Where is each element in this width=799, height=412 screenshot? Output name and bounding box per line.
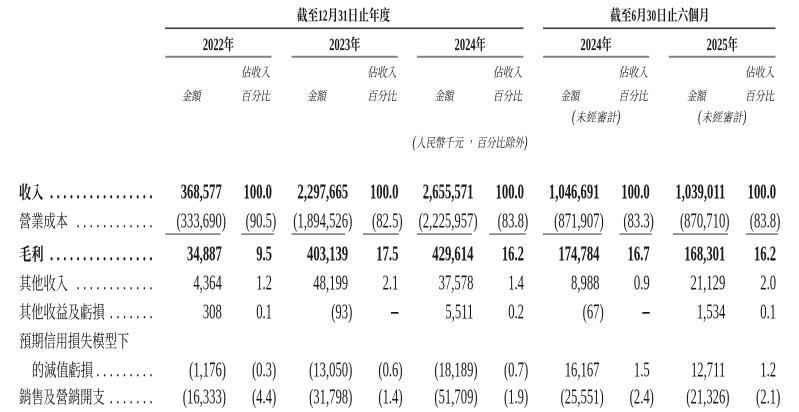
svg-text:1.2: 1.2 [256,272,272,295]
svg-text:16.2: 16.2 [502,242,524,265]
svg-text:(2.1): (2.1) [756,385,780,408]
svg-text:(0.3): (0.3) [252,358,276,381]
svg-text:(83.8): (83.8) [750,209,781,232]
svg-text:16.7: 16.7 [628,242,650,265]
svg-text:(0.7): (0.7) [504,358,528,381]
svg-text:............: ............ [77,272,157,295]
svg-text:1,039,011: 1,039,011 [675,181,725,204]
svg-text:48,199: 48,199 [313,272,348,295]
svg-text:8,988: 8,988 [571,272,599,295]
svg-text:21,129: 21,129 [691,272,726,295]
svg-text:................: ................ [50,242,156,265]
svg-text:2.0: 2.0 [760,272,776,295]
svg-text:100.0: 100.0 [370,181,398,204]
svg-text:(67): (67) [583,300,604,323]
svg-text:100.0: 100.0 [621,181,649,204]
svg-text:34,887: 34,887 [187,242,222,265]
svg-text:(1,176): (1,176) [189,358,226,381]
svg-text:(83.3): (83.3) [623,209,654,232]
svg-text:(31,798): (31,798) [309,385,352,408]
svg-text:(0.6): (0.6) [378,358,402,381]
svg-text:(4.4): (4.4) [252,385,276,408]
svg-text:174,784: 174,784 [558,242,599,265]
svg-text:(25,551): (25,551) [560,385,603,408]
svg-text:(93): (93) [331,300,352,323]
svg-text:0.9: 0.9 [634,272,650,295]
svg-text:100.0: 100.0 [496,181,524,204]
svg-text:.........: ......... [96,358,156,381]
svg-text:(2,225,957): (2,225,957) [419,209,478,232]
svg-text:17.5: 17.5 [376,242,398,265]
svg-text:(13,050): (13,050) [309,358,352,381]
svg-text:.......: ....... [110,300,156,323]
svg-text:368,577: 368,577 [181,181,222,204]
svg-text:1.2: 1.2 [760,358,776,381]
svg-text:(2.4): (2.4) [630,385,654,408]
svg-text:.......: ....... [110,385,156,408]
svg-text:(333,690): (333,690) [176,209,226,232]
svg-text:(870,710): (870,710) [680,209,730,232]
svg-text:(1.4): (1.4) [378,385,402,408]
svg-text:12,711: 12,711 [691,358,725,381]
svg-text:1,534: 1,534 [697,300,726,323]
svg-text:429,614: 429,614 [432,242,473,265]
svg-text:............: ............ [77,209,157,232]
svg-text:16,167: 16,167 [565,358,600,381]
svg-text:2,297,665: 2,297,665 [298,181,349,204]
svg-text:1.5: 1.5 [634,358,650,381]
svg-text:(16,333): (16,333) [183,385,226,408]
svg-text:2,655,571: 2,655,571 [423,181,474,204]
svg-text:403,139: 403,139 [307,242,348,265]
svg-text:1.4: 1.4 [508,272,524,295]
svg-text:(83.8): (83.8) [498,209,529,232]
svg-text:9.5: 9.5 [256,242,272,265]
svg-text:168,301: 168,301 [684,242,725,265]
svg-text:0.1: 0.1 [256,300,272,323]
svg-text:0.2: 0.2 [508,300,524,323]
svg-text:100.0: 100.0 [244,181,272,204]
svg-text:16.2: 16.2 [754,242,776,265]
svg-text:(82.5): (82.5) [372,209,403,232]
svg-text:5,511: 5,511 [445,300,473,323]
svg-text:(18,189): (18,189) [434,358,477,381]
svg-text:37,578: 37,578 [439,272,474,295]
svg-text:308: 308 [203,300,222,323]
svg-text:100.0: 100.0 [748,181,776,204]
svg-text:1,046,691: 1,046,691 [549,181,600,204]
svg-text:(1,894,526): (1,894,526) [293,209,352,232]
svg-text:(90.5): (90.5) [246,209,277,232]
svg-text:(21,326): (21,326) [686,385,729,408]
svg-text:0.1: 0.1 [760,300,776,323]
svg-text:................: ................ [50,181,156,204]
svg-text:(1.9): (1.9) [504,385,528,408]
svg-text:(51,709): (51,709) [434,385,477,408]
svg-text:4,364: 4,364 [193,272,222,295]
svg-text:(871,907): (871,907) [554,209,604,232]
svg-text:2.1: 2.1 [383,272,399,295]
